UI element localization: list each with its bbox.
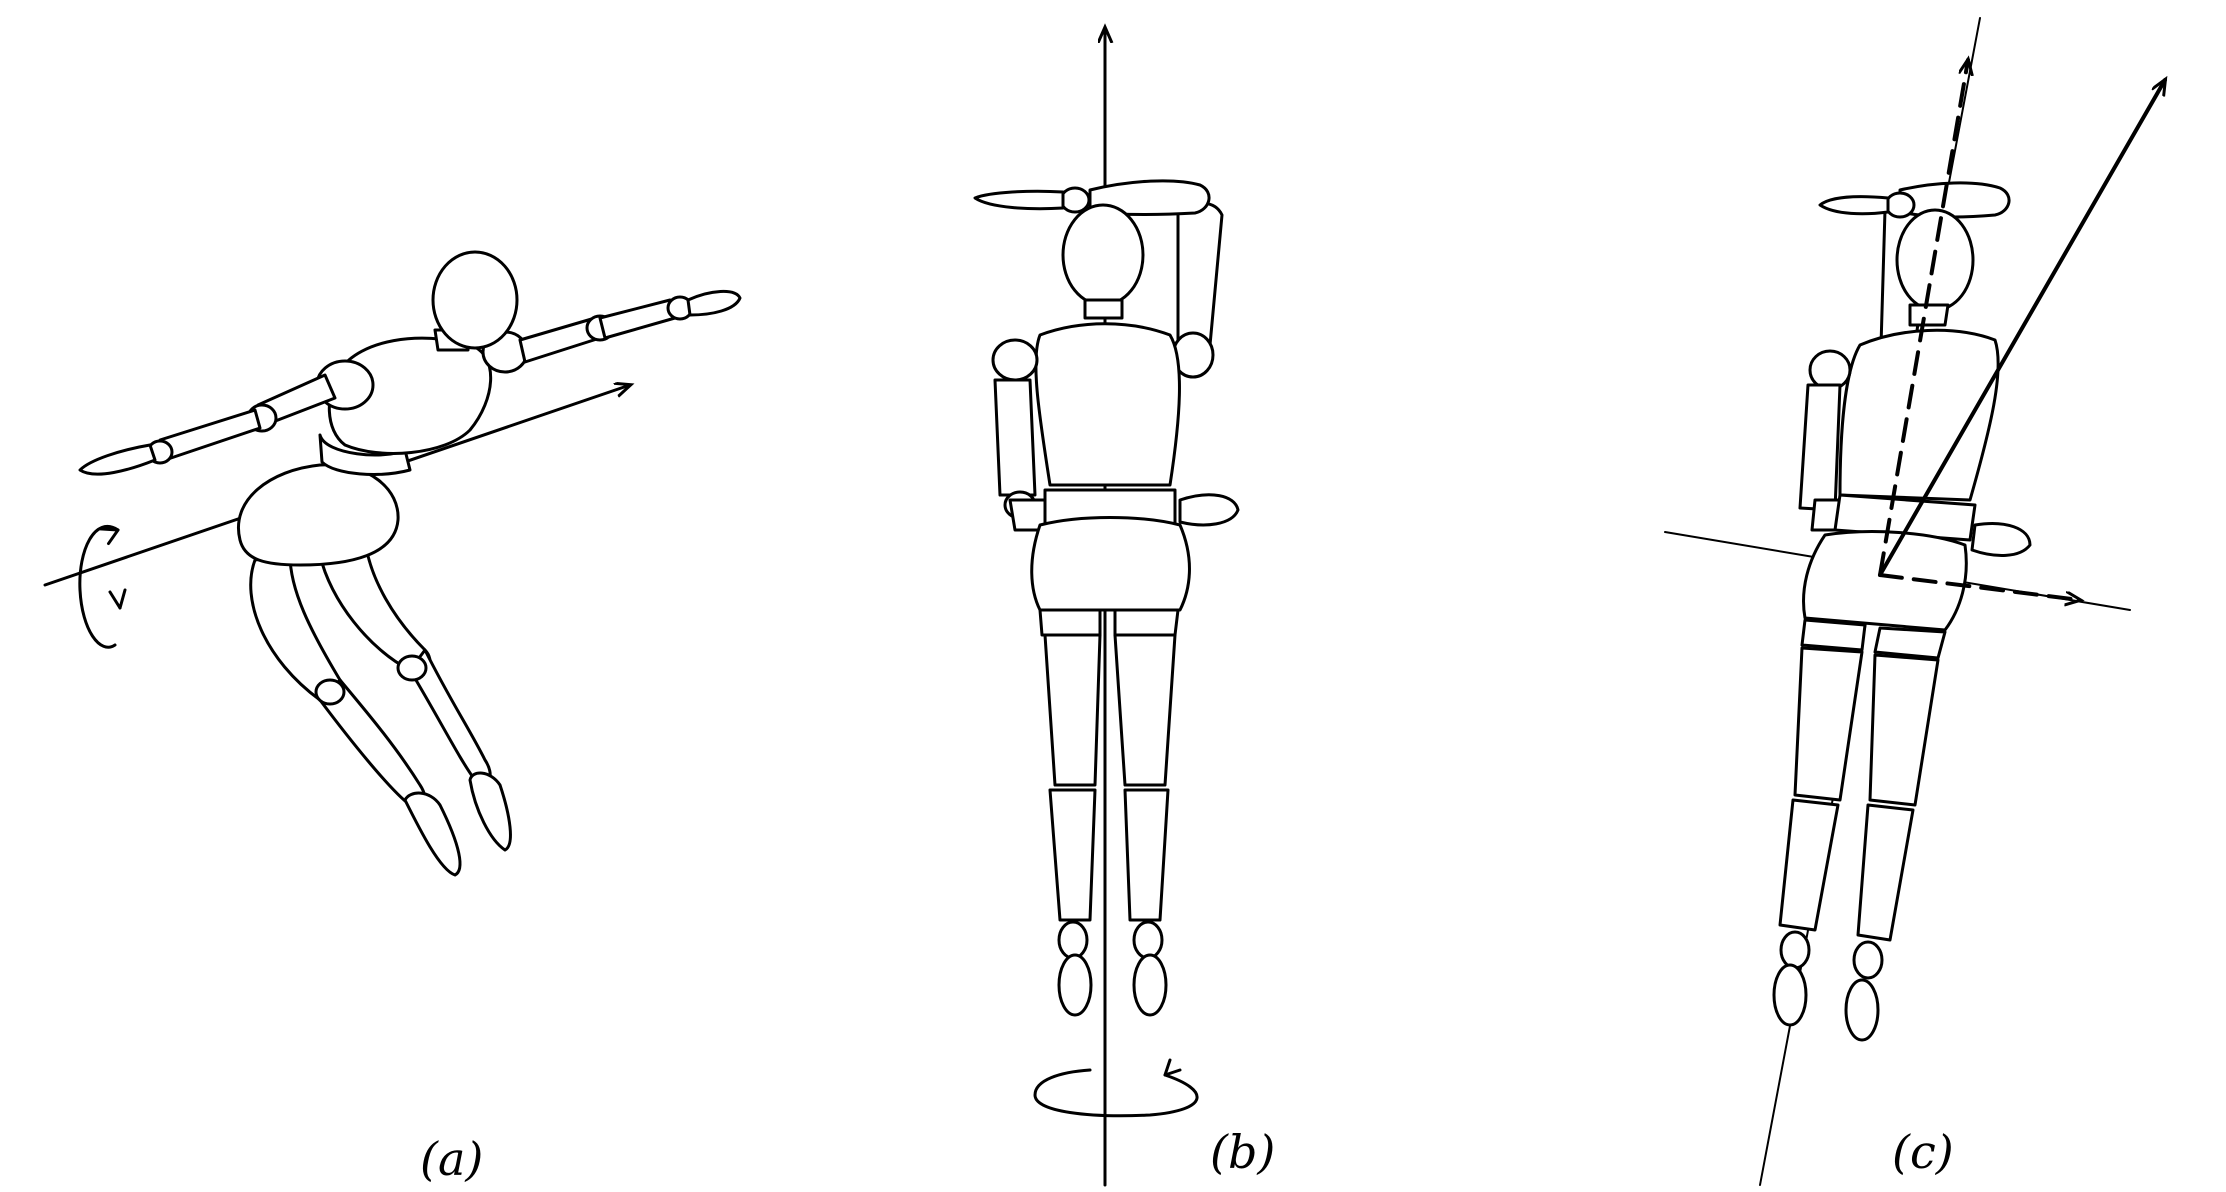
axis-c-bold-arrow — [1878, 80, 2165, 577]
axis-c-dashed-horizontal — [1878, 573, 2080, 600]
panel-label-a: (a) — [420, 1132, 483, 1186]
panel-c — [1664, 17, 2165, 1186]
mannequin-a — [78, 250, 742, 877]
mannequin-c — [1772, 181, 2032, 1042]
rotation-arrow-b — [1033, 1068, 1199, 1118]
panel-a — [43, 250, 742, 877]
mannequin-b — [973, 179, 1240, 1017]
axis-c-dashed-vertical — [1878, 60, 1968, 577]
panel-label-c: (c) — [1892, 1125, 1954, 1179]
rotation-arrow-a — [78, 525, 120, 649]
panel-label-b: (b) — [1210, 1125, 1275, 1179]
panel-b — [973, 28, 1240, 1187]
